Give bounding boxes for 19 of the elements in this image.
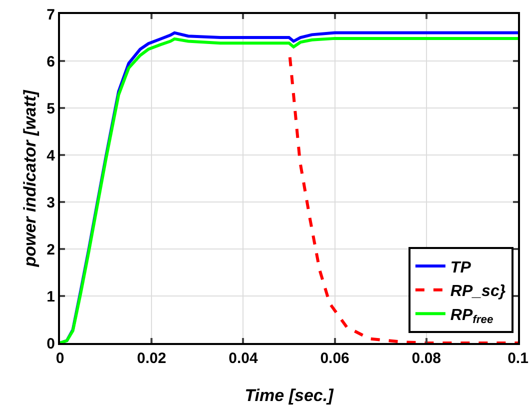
y-tick-label: 1 xyxy=(46,288,55,306)
y-tick-label: 6 xyxy=(46,53,55,70)
x-tick-label: 0.08 xyxy=(412,350,441,367)
x-tick-label: 0.1 xyxy=(508,350,528,367)
y-tick-label: 3 xyxy=(46,194,55,212)
x-axis-title: Time [sec.] xyxy=(244,386,335,405)
legend-label: RP_sc} xyxy=(450,283,506,300)
y-axis-title: power indicator [watt] xyxy=(20,88,40,268)
y-tick-label: 5 xyxy=(46,100,55,118)
line-series xyxy=(288,56,518,343)
x-tick-label: 0.06 xyxy=(320,350,350,367)
legend-label: TP xyxy=(450,259,472,276)
y-tick-label: 2 xyxy=(46,241,55,258)
legend-label: RP$_{free}$ xyxy=(450,306,494,326)
x-tick-label: 0.04 xyxy=(228,350,258,367)
y-tick-label: 4 xyxy=(46,147,56,164)
y-tick-label: 0 xyxy=(46,335,55,352)
x-tick-label: 0.02 xyxy=(137,350,166,367)
y-tick-label: 7 xyxy=(46,6,55,24)
